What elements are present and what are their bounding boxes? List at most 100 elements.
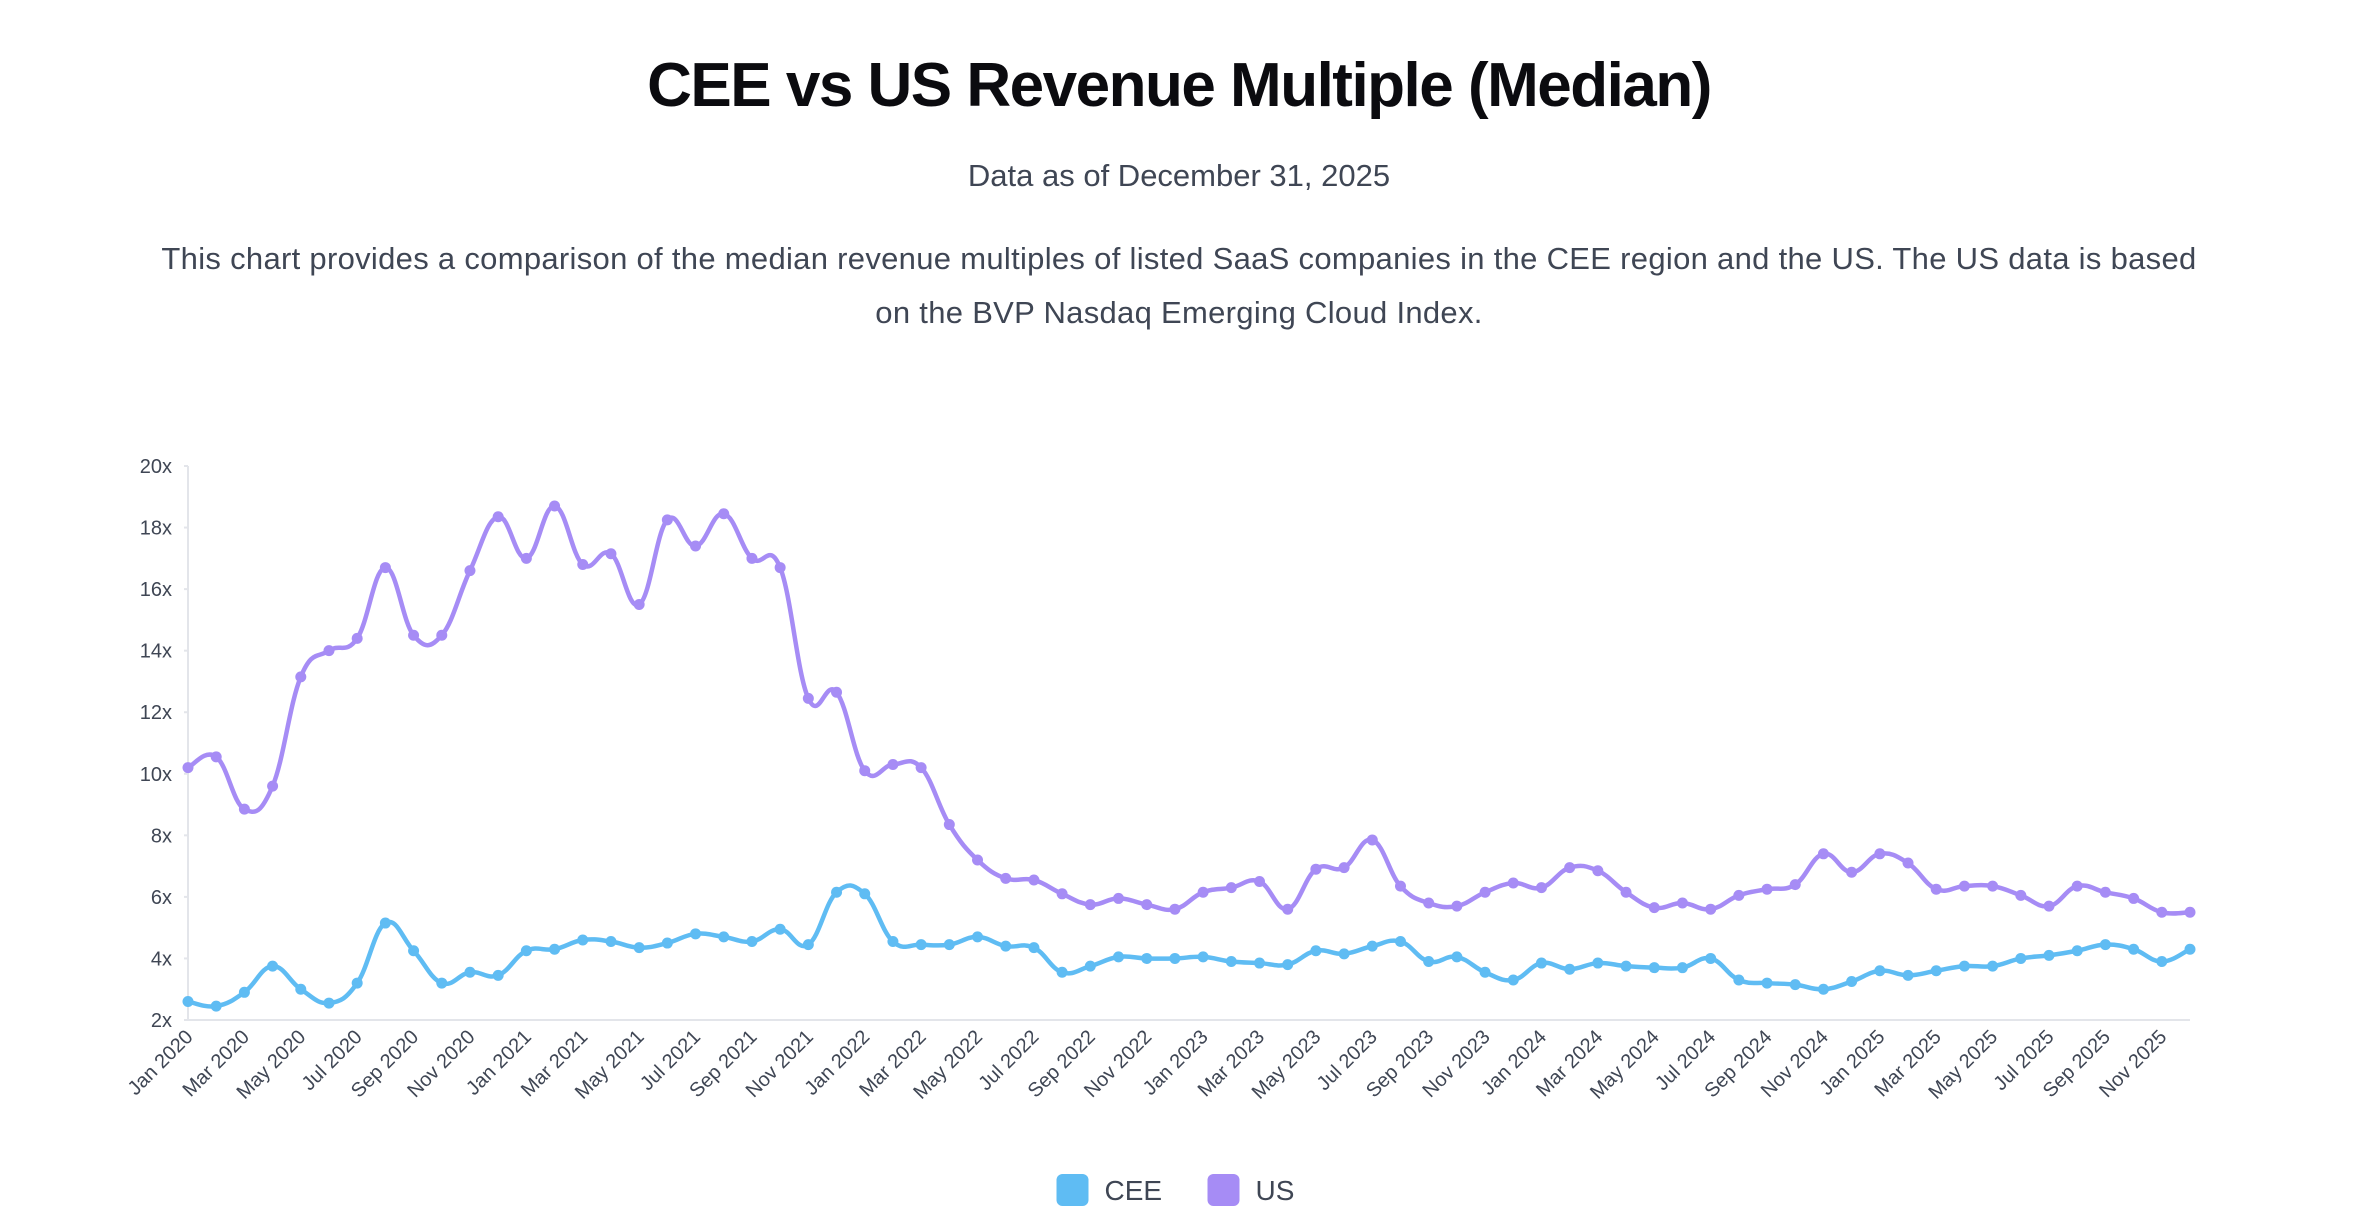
point [943,819,955,831]
point [210,1000,222,1012]
point [633,942,645,954]
point [1028,874,1040,886]
point [774,923,786,935]
point [2128,943,2140,955]
point [379,917,391,929]
point [464,565,476,577]
point [1648,962,1660,974]
point [1902,857,1914,869]
point [1874,848,1886,860]
point [2099,886,2111,898]
y-tick-label: 10x [140,764,172,786]
point [408,945,420,957]
point [1423,956,1435,968]
point [1958,880,1970,892]
point [1253,957,1265,969]
point [1338,948,1350,960]
point [577,934,589,946]
point [774,562,786,574]
point [1535,957,1547,969]
point [1761,883,1773,895]
point [605,936,617,948]
point [1310,863,1322,875]
point [1817,983,1829,995]
legend-swatch [1056,1174,1089,1206]
point [492,511,504,523]
point [915,939,927,951]
point [379,562,391,574]
point [1733,974,1745,986]
y-tick-label: 4x [151,948,172,970]
point [1423,897,1435,909]
subtitle: Data as of December 31, 2025 [967,158,1391,193]
point [2184,943,2196,955]
point [1846,866,1858,878]
point [1535,882,1547,894]
point [1479,886,1491,898]
y-tick-label: 18x [140,518,172,540]
point [577,558,589,570]
point [605,548,617,560]
point [1028,942,1040,954]
point [1564,963,1576,975]
point [1000,940,1012,952]
point [492,969,504,981]
legend-swatch [1207,1174,1240,1206]
point [2015,889,2027,901]
point [1113,892,1125,904]
point [831,886,843,898]
point [1705,952,1717,964]
point [238,986,250,998]
y-tick-label: 6x [151,887,172,909]
point [1169,903,1181,915]
point [661,514,673,526]
point [210,751,222,763]
point [1874,965,1886,977]
point [2043,900,2055,912]
point [1930,883,1942,895]
point [1394,880,1406,892]
point [718,931,730,943]
point [182,762,194,774]
point [1620,960,1632,972]
point [295,983,307,995]
point [915,762,927,774]
point [1394,936,1406,948]
point [1507,877,1519,889]
point [549,943,561,955]
point [436,977,448,989]
point [661,937,673,949]
point [690,540,702,552]
point [1197,886,1209,898]
point [1733,889,1745,901]
point [520,945,532,957]
point [1056,888,1068,900]
point [1789,979,1801,991]
point [1846,976,1858,988]
point [1451,900,1463,912]
point [1366,834,1378,846]
point [2015,952,2027,964]
point [887,936,899,948]
y-tick-label: 20x [140,456,172,478]
point [802,692,814,704]
point [1000,872,1012,884]
title: CEE vs US Revenue Multiple (Median) [647,51,1712,120]
point [1958,960,1970,972]
point [943,939,955,951]
point [408,629,420,641]
point [267,780,279,792]
point [746,936,758,948]
point [464,966,476,978]
point [718,508,730,520]
point [972,931,984,943]
point [1253,876,1265,887]
point [859,888,871,900]
point [1366,940,1378,952]
point [1338,862,1350,874]
point [972,854,984,866]
point [323,645,335,657]
point [1479,966,1491,978]
point [351,632,363,644]
point [1930,965,1942,977]
